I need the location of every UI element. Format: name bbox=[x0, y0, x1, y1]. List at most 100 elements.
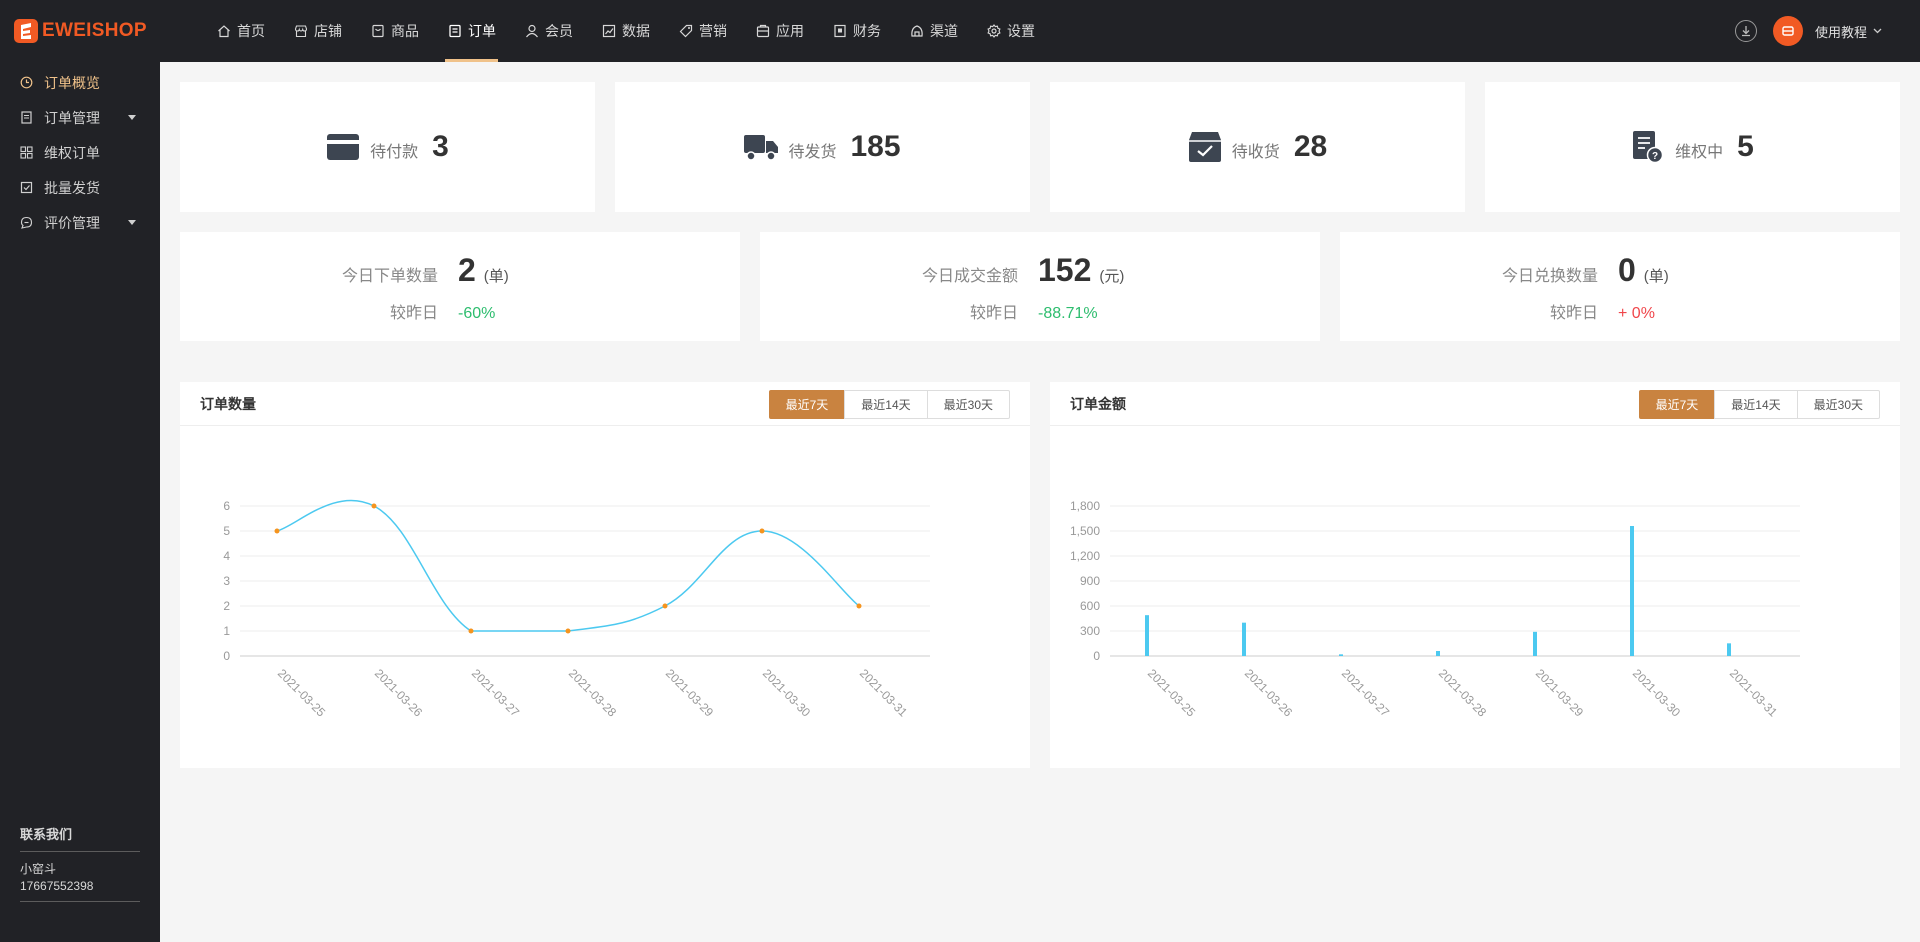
nav-item-0[interactable]: 首页 bbox=[202, 0, 279, 62]
nav-item-7[interactable]: 应用 bbox=[741, 0, 818, 62]
today-amount-card: 今日成交金额 152 (元) 较昨日 -88.71% bbox=[760, 232, 1320, 341]
sidebar-item-label: 维权订单 bbox=[44, 144, 100, 161]
nav-item-3[interactable]: 订单 bbox=[433, 0, 510, 62]
x-tick-label: 2021-03-25 bbox=[275, 666, 329, 720]
sidebar-item-4[interactable]: 评价管理 bbox=[0, 205, 160, 240]
stat-label: 待发货 bbox=[788, 144, 837, 161]
sidebar-item-1[interactable]: 订单管理 bbox=[0, 100, 160, 135]
doc-icon bbox=[20, 111, 33, 124]
nav-item-1[interactable]: 店铺 bbox=[279, 0, 356, 62]
stat-label: 待收货 bbox=[1231, 144, 1280, 161]
comment-icon bbox=[20, 216, 33, 229]
y-tick-label: 5 bbox=[223, 524, 230, 538]
order-count-chart-card: 订单数量 最近7天 最近14天 最近30天 0 1 2 3 4 5 6 2021-03-25 2… bbox=[180, 382, 1030, 768]
sidebar: 订单概览 订单管理 维权订单 批量发货 评价管理 联系我们 小窑斗 1766755239… bbox=[0, 62, 160, 942]
nav-item-8[interactable]: 财务 bbox=[818, 0, 895, 62]
y-tick-label: 6 bbox=[223, 499, 230, 513]
today-unit: (单) bbox=[1643, 268, 1669, 285]
compare-value: + 0% bbox=[1618, 305, 1655, 322]
stat-card-rights[interactable]: ? 维权中 5 bbox=[1485, 82, 1900, 212]
y-tick-label: 0 bbox=[223, 649, 230, 663]
today-unit: (元) bbox=[1099, 268, 1125, 285]
nav-item-label: 设置 bbox=[1007, 23, 1035, 39]
y-tick-label: 1,200 bbox=[1070, 549, 1100, 563]
chart-title: 订单金额 bbox=[1070, 395, 1126, 412]
y-tick-label: 4 bbox=[223, 549, 230, 563]
sidebar-item-label: 评价管理 bbox=[44, 214, 100, 231]
sidebar-menu: 订单概览 订单管理维权订单批量发货评价管理 bbox=[0, 62, 160, 240]
rights-icon: ? bbox=[1631, 130, 1665, 164]
clock-icon bbox=[20, 76, 33, 89]
range-7days-button[interactable]: 最近7天 bbox=[1638, 390, 1716, 419]
bar bbox=[1533, 631, 1537, 656]
channel-icon bbox=[909, 23, 925, 39]
x-tick-label: 2021-03-25 bbox=[1145, 666, 1199, 720]
order-amount-bar-chart: 0 300 600 900 1,200 1,500 1,800 2021-03-25 2021-… bbox=[1070, 499, 1800, 720]
home-icon bbox=[216, 23, 232, 39]
stat-card-pending-payment[interactable]: 待付款 3 bbox=[180, 82, 595, 212]
nav-item-label: 首页 bbox=[237, 23, 265, 39]
today-value: 2 bbox=[458, 252, 476, 288]
stat-card-pending-shipment[interactable]: 待发货 185 bbox=[615, 82, 1030, 212]
top-navbar: EWEISHOP 首页 店铺 商品 订单 会员 数据 营销 应用 财务 渠道 设置 使用教程 bbox=[0, 0, 1920, 62]
chevron-down-icon bbox=[1873, 28, 1882, 34]
stat-label: 待付款 bbox=[370, 144, 419, 161]
avatar[interactable] bbox=[1772, 16, 1803, 46]
sidebar-item-2[interactable]: 维权订单 bbox=[0, 135, 160, 170]
stat-value: 185 bbox=[850, 130, 901, 163]
stat-card-pending-receipt[interactable]: 待收货 28 bbox=[1050, 82, 1465, 212]
bar bbox=[1242, 622, 1246, 656]
y-tick-label: 900 bbox=[1080, 574, 1100, 588]
bar bbox=[1339, 654, 1343, 656]
shop-icon bbox=[293, 23, 309, 39]
nav-item-10[interactable]: 设置 bbox=[972, 0, 1049, 62]
contact-title: 联系我们 bbox=[20, 824, 140, 852]
check-icon bbox=[20, 181, 33, 194]
range-30days-button[interactable]: 最近30天 bbox=[926, 390, 1010, 419]
nav-item-label: 订单 bbox=[468, 23, 496, 39]
caret-down-icon bbox=[128, 115, 136, 120]
sidebar-item-0[interactable]: 订单概览 bbox=[0, 65, 160, 100]
nav-item-label: 商品 bbox=[391, 23, 419, 39]
nav-item-5[interactable]: 数据 bbox=[587, 0, 664, 62]
nav-item-6[interactable]: 营销 bbox=[664, 0, 741, 62]
y-tick-label: 1,800 bbox=[1070, 499, 1100, 513]
x-tick-label: 2021-03-27 bbox=[1339, 666, 1393, 720]
data-icon bbox=[601, 23, 617, 39]
range-7days-button[interactable]: 最近7天 bbox=[768, 390, 846, 419]
nav-item-label: 应用 bbox=[776, 23, 804, 39]
data-point bbox=[856, 603, 862, 609]
nav-item-9[interactable]: 渠道 bbox=[895, 0, 972, 62]
x-tick-label: 2021-03-27 bbox=[469, 666, 523, 720]
contact-name: 小窑斗 bbox=[20, 862, 57, 876]
bar bbox=[1727, 643, 1731, 656]
main-content: 待付款 3 待发货 185 待收货 28 ? 维权中 5 今日下单数量 2 (单… bbox=[160, 62, 1920, 942]
download-icon[interactable] bbox=[1734, 20, 1757, 42]
y-tick-label: 3 bbox=[223, 574, 230, 588]
x-tick-label: 2021-03-29 bbox=[1533, 666, 1587, 720]
y-tick-label: 0 bbox=[1093, 649, 1100, 663]
range-14days-button[interactable]: 最近14天 bbox=[844, 390, 928, 419]
today-exchange-card: 今日兑换数量 0 (单) 较昨日 + 0% bbox=[1340, 232, 1900, 341]
main-nav: 首页 店铺 商品 订单 会员 数据 营销 应用 财务 渠道 设置 bbox=[202, 0, 1049, 62]
range-14days-button[interactable]: 最近14天 bbox=[1714, 390, 1798, 419]
help-menu[interactable]: 使用教程 bbox=[1815, 22, 1882, 41]
nav-item-label: 财务 bbox=[853, 23, 881, 39]
order-icon bbox=[447, 23, 463, 39]
bar bbox=[1145, 615, 1149, 656]
svg-text:?: ? bbox=[1652, 151, 1658, 162]
nav-item-2[interactable]: 商品 bbox=[356, 0, 433, 62]
today-value: 152 bbox=[1038, 252, 1092, 288]
x-tick-label: 2021-03-30 bbox=[1630, 666, 1684, 720]
sidebar-item-3[interactable]: 批量发货 bbox=[0, 170, 160, 205]
y-tick-label: 2 bbox=[223, 599, 230, 613]
logo[interactable]: EWEISHOP bbox=[14, 19, 184, 43]
truck-icon bbox=[744, 130, 779, 164]
bar bbox=[1436, 651, 1440, 656]
y-tick-label: 1,500 bbox=[1070, 524, 1100, 538]
nav-item-4[interactable]: 会员 bbox=[510, 0, 587, 62]
x-tick-label: 2021-03-31 bbox=[857, 666, 911, 720]
range-30days-button[interactable]: 最近30天 bbox=[1796, 390, 1880, 419]
x-tick-label: 2021-03-31 bbox=[1727, 666, 1781, 720]
nav-item-label: 渠道 bbox=[930, 23, 958, 39]
